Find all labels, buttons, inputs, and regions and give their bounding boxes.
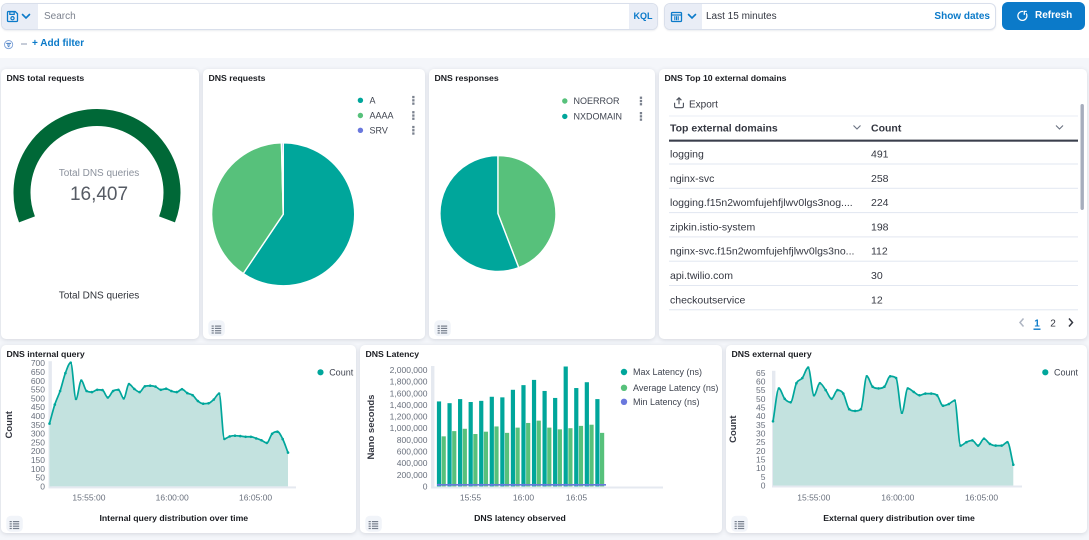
svg-text:1,200,000: 1,200,000	[390, 412, 428, 422]
svg-text:NXDOMAIN: NXDOMAIN	[574, 112, 623, 122]
svg-text:300: 300	[31, 429, 45, 439]
svg-text:15:55: 15:55	[460, 493, 482, 503]
svg-text:NOERROR: NOERROR	[574, 96, 621, 106]
svg-text:Average Latency (ns): Average Latency (ns)	[633, 383, 718, 393]
svg-text:api.twilio.com: api.twilio.com	[670, 270, 733, 282]
svg-text:258: 258	[871, 173, 889, 185]
svg-text:650: 650	[31, 367, 45, 377]
svg-text:16:05:00: 16:05:00	[239, 493, 272, 503]
svg-text:1,600,000: 1,600,000	[390, 388, 428, 398]
svg-text:16:05: 16:05	[566, 493, 588, 503]
svg-text:Internal query distribution ov: Internal query distribution over time	[99, 513, 248, 523]
svg-text:Total DNS queries: Total DNS queries	[59, 291, 140, 302]
svg-text:SRV: SRV	[370, 126, 388, 136]
svg-text:400,000: 400,000	[397, 458, 428, 468]
svg-text:45: 45	[756, 403, 766, 413]
svg-text:15:55:00: 15:55:00	[72, 493, 105, 503]
svg-text:nginx-svc: nginx-svc	[670, 173, 714, 185]
svg-text:Top external domains: Top external domains	[670, 123, 778, 135]
svg-text:0: 0	[761, 481, 766, 491]
svg-text:15: 15	[756, 455, 766, 465]
svg-text:100: 100	[31, 464, 45, 474]
svg-text:350: 350	[31, 420, 45, 430]
svg-text:Count: Count	[871, 123, 902, 135]
svg-text:450: 450	[31, 402, 45, 412]
svg-text:1,000,000: 1,000,000	[390, 423, 428, 433]
svg-text:DNS latency observed: DNS latency observed	[474, 513, 566, 523]
svg-text:112: 112	[871, 246, 888, 258]
svg-text:nginx-svc.f15n2womfujehfjlwv0l: nginx-svc.f15n2womfujehfjlwv0lgs3no...	[670, 246, 854, 258]
svg-text:1,800,000: 1,800,000	[390, 377, 428, 387]
svg-text:0: 0	[40, 481, 45, 491]
svg-text:AAAA: AAAA	[370, 111, 394, 121]
svg-text:External query distribution ov: External query distribution over time	[823, 513, 975, 523]
svg-text:A: A	[370, 96, 376, 106]
svg-text:15:55:00: 15:55:00	[797, 493, 830, 503]
svg-text:40: 40	[756, 411, 766, 421]
svg-text:16:00:00: 16:00:00	[881, 493, 914, 503]
svg-text:logging: logging	[670, 149, 704, 161]
svg-text:16:00:00: 16:00:00	[156, 493, 189, 503]
svg-text:35: 35	[756, 420, 766, 430]
svg-text:700: 700	[31, 358, 45, 368]
svg-text:12: 12	[871, 294, 883, 306]
svg-text:Count: Count	[4, 410, 15, 438]
svg-text:logging.f15n2womfujehfjlwv0lgs: logging.f15n2womfujehfjlwv0lgs3nog....	[670, 197, 853, 209]
svg-text:Count: Count	[728, 415, 739, 443]
svg-text:Min Latency (ns): Min Latency (ns)	[633, 397, 700, 407]
svg-text:1,400,000: 1,400,000	[390, 400, 428, 410]
svg-text:600,000: 600,000	[397, 447, 428, 457]
svg-text:Max Latency (ns): Max Latency (ns)	[633, 367, 702, 377]
svg-text:Export: Export	[689, 99, 718, 110]
svg-text:5: 5	[761, 472, 766, 482]
svg-text:55: 55	[756, 385, 766, 395]
svg-text:200: 200	[31, 446, 45, 456]
svg-text:200,000: 200,000	[397, 470, 428, 480]
svg-text:50: 50	[36, 473, 46, 483]
svg-text:800,000: 800,000	[397, 435, 428, 445]
svg-text:10: 10	[756, 463, 766, 473]
svg-text:30: 30	[871, 270, 883, 282]
svg-text:checkoutservice: checkoutservice	[670, 294, 745, 306]
svg-text:2: 2	[1050, 319, 1056, 330]
svg-text:1: 1	[1034, 319, 1040, 330]
svg-text:500: 500	[31, 393, 45, 403]
svg-text:600: 600	[31, 376, 45, 386]
svg-text:Count: Count	[329, 367, 354, 377]
svg-text:2,000,000: 2,000,000	[390, 365, 428, 375]
svg-text:224: 224	[871, 197, 889, 209]
svg-text:550: 550	[31, 385, 45, 395]
svg-text:0: 0	[423, 481, 428, 491]
svg-text:150: 150	[31, 455, 45, 465]
svg-text:50: 50	[756, 394, 766, 404]
svg-text:30: 30	[756, 429, 766, 439]
svg-text:16,407: 16,407	[70, 184, 128, 205]
svg-text:198: 198	[871, 221, 889, 233]
svg-text:Count: Count	[1054, 367, 1079, 377]
svg-text:400: 400	[31, 411, 45, 421]
svg-text:16:00: 16:00	[513, 493, 535, 503]
svg-text:Total DNS queries: Total DNS queries	[59, 168, 140, 179]
svg-text:25: 25	[756, 437, 766, 447]
svg-text:491: 491	[871, 149, 889, 161]
svg-text:Nano seconds: Nano seconds	[366, 395, 377, 460]
svg-text:60: 60	[756, 377, 766, 387]
svg-text:16:05:00: 16:05:00	[965, 493, 998, 503]
svg-text:65: 65	[756, 368, 766, 378]
svg-text:zipkin.istio-system: zipkin.istio-system	[670, 221, 755, 233]
svg-text:250: 250	[31, 437, 45, 447]
svg-text:20: 20	[756, 446, 766, 456]
